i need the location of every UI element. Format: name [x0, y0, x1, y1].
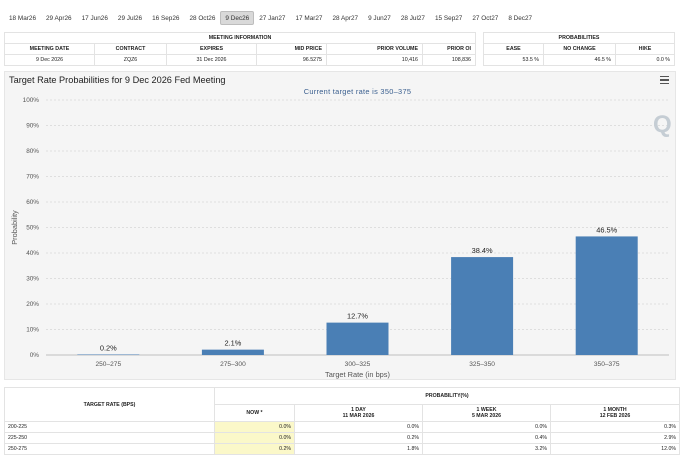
x-axis-label: Target Rate (in bps) — [325, 370, 390, 379]
meeting-information-table: MEETING INFORMATION MEETING DATE CONTRAC… — [4, 32, 476, 66]
y-tick-label: 10% — [26, 327, 39, 334]
x-tick-label: 300–325 — [345, 361, 371, 368]
cell-week: 3.2% — [422, 443, 551, 455]
tab-28-jul27[interactable]: 28 Jul27 — [400, 15, 425, 22]
target-rate-chart: Target Rate Probabilities for 9 Dec 2026… — [4, 71, 676, 380]
table-row: 225-250 0.0% 0.2% 0.4% 2.9% — [4, 432, 680, 444]
chart-subtitle: Current target rate is 350–375 — [304, 87, 412, 96]
prior-volume-value: 10,416 — [326, 54, 423, 66]
x-tick-label: 250–275 — [95, 361, 121, 368]
q-logo-icon: Q — [653, 111, 672, 138]
cell-day: 0.2% — [294, 432, 423, 444]
col-prior-oi: PRIOR OI — [422, 43, 476, 55]
meeting-date-value: 9 Dec 2026 — [4, 54, 95, 66]
bar-value-label: 12.7% — [347, 312, 368, 321]
col-contract: CONTRACT — [94, 43, 167, 55]
cell-rate: 200-225 — [4, 421, 215, 433]
tab-15-sep27[interactable]: 15 Sep27 — [435, 15, 463, 22]
no-change-value: 46.5 % — [543, 54, 616, 66]
bar — [326, 322, 389, 355]
tab-8-dec27[interactable]: 8 Dec27 — [508, 15, 533, 22]
cell-month: 12.0% — [550, 443, 680, 455]
chart-svg: Target Rate Probabilities for 9 Dec 2026… — [9, 75, 672, 379]
y-tick-label: 80% — [26, 148, 39, 155]
chart-title: Target Rate Probabilities for 9 Dec 2026… — [9, 75, 226, 85]
bar-value-label: 46.5% — [596, 225, 617, 234]
col-hike: HIKE — [615, 43, 675, 55]
y-tick-label: 90% — [26, 123, 39, 130]
mid-price-value: 96.5275 — [256, 54, 327, 66]
expires-value: 31 Dec 2026 — [166, 54, 257, 66]
cell-rate: 225-250 — [4, 432, 215, 444]
bar — [451, 257, 514, 355]
tab-17-mar27[interactable]: 17 Mar27 — [295, 15, 323, 22]
cell-rate: 250-275 — [4, 443, 215, 455]
bar — [575, 236, 638, 355]
contract-value: ZQZ6 — [94, 54, 167, 66]
probability-group-header: PROBABILITY(%) — [214, 387, 680, 405]
chart-menu-icon[interactable] — [660, 76, 669, 84]
col-prior-volume: PRIOR VOLUME — [326, 43, 423, 55]
y-tick-label: 20% — [26, 301, 39, 308]
table-row: 250-275 0.2% 1.8% 3.2% 12.0% — [4, 443, 680, 455]
x-tick-label: 325–350 — [469, 361, 495, 368]
col-ease: EASE — [483, 43, 544, 55]
cell-now: 0.0% — [214, 432, 295, 444]
tab-16-sep26[interactable]: 16 Sep26 — [152, 15, 180, 22]
tab-27-jan27[interactable]: 27 Jan27 — [259, 15, 286, 22]
now-header: NOW * — [214, 404, 295, 422]
y-tick-label: 70% — [26, 174, 39, 181]
tab-9-jun27[interactable]: 9 Jun27 — [368, 15, 391, 22]
cell-week: 0.4% — [422, 432, 551, 444]
ease-value: 53.5 % — [483, 54, 544, 66]
cell-now: 0.0% — [214, 421, 295, 433]
table-row: 200-225 0.0% 0.0% 0.0% 0.3% — [4, 421, 680, 433]
prior-oi-value: 108,836 — [422, 54, 476, 66]
y-tick-label: 0% — [30, 352, 40, 359]
tab-28-oct26[interactable]: 28 Oct26 — [189, 15, 216, 22]
y-tick-label: 40% — [26, 250, 39, 257]
cell-now: 0.2% — [214, 443, 295, 455]
tab-28-apr27[interactable]: 28 Apr27 — [332, 15, 359, 22]
probability-history-table: TARGET RATE (BPS) PROBABILITY(%) NOW * 1… — [4, 387, 680, 455]
tab-9-dec26[interactable]: 9 Dec26 — [220, 11, 255, 25]
probabilities-title: PROBABILITIES — [483, 32, 675, 44]
x-tick-label: 350–375 — [594, 361, 620, 368]
tab-17-jun26[interactable]: 17 Jun26 — [81, 15, 108, 22]
y-tick-label: 30% — [26, 276, 39, 283]
tab-27-oct27[interactable]: 27 Oct27 — [472, 15, 499, 22]
bar-value-label: 2.1% — [224, 339, 241, 348]
meeting-info-title: MEETING INFORMATION — [4, 32, 476, 44]
cell-week: 0.0% — [422, 421, 551, 433]
y-tick-label: 60% — [26, 199, 39, 206]
col-mid-price: MID PRICE — [256, 43, 327, 55]
cell-month: 2.9% — [550, 432, 680, 444]
y-tick-label: 100% — [23, 97, 40, 104]
tab-29-apr26[interactable]: 29 Apr26 — [46, 15, 72, 22]
y-tick-label: 50% — [26, 225, 39, 232]
target-rate-header: TARGET RATE (BPS) — [4, 387, 215, 422]
bar-value-label: 0.2% — [100, 343, 117, 352]
bar — [201, 349, 264, 355]
cell-month: 0.3% — [550, 421, 680, 433]
bar-value-label: 38.4% — [472, 246, 493, 255]
cell-day: 0.0% — [294, 421, 423, 433]
bar — [77, 354, 140, 355]
tab-18-mar26[interactable]: 18 Mar26 — [9, 15, 36, 22]
col-meeting-date: MEETING DATE — [4, 43, 95, 55]
one-month-header: 1 MONTH 12 FEB 2026 — [550, 404, 680, 422]
col-expires: EXPIRES — [166, 43, 257, 55]
one-day-header: 1 DAY 11 MAR 2026 — [294, 404, 423, 422]
hike-value: 0.0 % — [615, 54, 675, 66]
probabilities-table: PROBABILITIES EASE NO CHANGE HIKE 53.5 %… — [483, 32, 675, 66]
cell-day: 1.8% — [294, 443, 423, 455]
meeting-tabs: 18 Mar26 29 Apr26 17 Jun26 29 Jul26 16 Sep26… — [4, 11, 537, 25]
x-tick-label: 275–300 — [220, 361, 246, 368]
tab-29-jul26[interactable]: 29 Jul26 — [117, 15, 143, 22]
y-axis-label: Probability — [10, 210, 19, 245]
one-week-header: 1 WEEK 5 MAR 2026 — [422, 404, 551, 422]
col-no-change: NO CHANGE — [543, 43, 616, 55]
